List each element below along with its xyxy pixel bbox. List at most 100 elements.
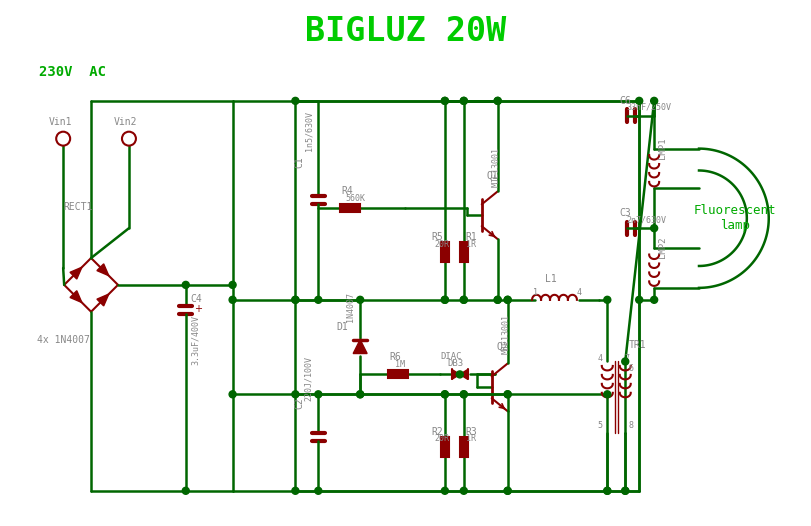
Text: R5: R5 bbox=[431, 232, 442, 242]
Text: C2: C2 bbox=[294, 398, 304, 409]
Circle shape bbox=[441, 391, 448, 398]
Circle shape bbox=[494, 296, 500, 304]
Circle shape bbox=[460, 391, 466, 398]
Circle shape bbox=[504, 296, 510, 304]
Circle shape bbox=[504, 487, 510, 494]
Polygon shape bbox=[97, 264, 109, 276]
Bar bbox=[459, 242, 467, 262]
Bar bbox=[440, 242, 448, 262]
Text: 220J/100V: 220J/100V bbox=[304, 356, 313, 401]
Circle shape bbox=[291, 487, 298, 494]
Circle shape bbox=[356, 391, 363, 398]
Text: 8: 8 bbox=[628, 421, 633, 430]
Circle shape bbox=[650, 97, 657, 104]
Text: MJE13001: MJE13001 bbox=[491, 147, 500, 187]
Text: Q2: Q2 bbox=[496, 341, 508, 351]
Text: 230V  AC: 230V AC bbox=[39, 65, 106, 79]
Circle shape bbox=[441, 97, 448, 104]
Text: 4: 4 bbox=[576, 288, 581, 297]
Circle shape bbox=[494, 97, 500, 104]
Circle shape bbox=[603, 296, 610, 304]
Circle shape bbox=[441, 296, 448, 304]
Text: Fluorescent
lamp: Fluorescent lamp bbox=[693, 204, 775, 232]
Circle shape bbox=[441, 296, 448, 304]
Text: BIGLUZ 20W: BIGLUZ 20W bbox=[305, 15, 506, 48]
Text: C4: C4 bbox=[191, 294, 202, 304]
Circle shape bbox=[494, 97, 500, 104]
Text: C1: C1 bbox=[294, 156, 304, 167]
Text: RECT1: RECT1 bbox=[63, 203, 92, 213]
Text: 1M: 1M bbox=[394, 360, 405, 369]
Text: 20R: 20R bbox=[435, 434, 449, 443]
Text: 4x 1N4007: 4x 1N4007 bbox=[37, 335, 90, 345]
Text: 1R: 1R bbox=[466, 240, 475, 249]
Text: 7: 7 bbox=[624, 355, 629, 363]
Circle shape bbox=[291, 296, 298, 304]
Bar bbox=[440, 437, 448, 457]
Text: LMP2: LMP2 bbox=[658, 237, 667, 258]
Bar bbox=[459, 437, 467, 457]
Text: 5: 5 bbox=[597, 421, 602, 430]
Circle shape bbox=[460, 391, 466, 398]
Circle shape bbox=[621, 487, 628, 494]
Circle shape bbox=[315, 487, 321, 494]
Polygon shape bbox=[451, 369, 459, 379]
Text: R3: R3 bbox=[466, 427, 477, 437]
Circle shape bbox=[504, 296, 510, 304]
Circle shape bbox=[504, 391, 510, 398]
Circle shape bbox=[356, 296, 363, 304]
Circle shape bbox=[441, 391, 448, 398]
Polygon shape bbox=[353, 340, 367, 353]
Circle shape bbox=[494, 296, 500, 304]
Text: R6: R6 bbox=[388, 352, 401, 362]
Circle shape bbox=[650, 225, 657, 231]
Circle shape bbox=[182, 487, 189, 494]
Text: DIAC: DIAC bbox=[440, 352, 461, 361]
Circle shape bbox=[291, 391, 298, 398]
Circle shape bbox=[291, 296, 298, 304]
Text: 1R: 1R bbox=[466, 434, 475, 443]
Text: R4: R4 bbox=[341, 186, 353, 196]
Polygon shape bbox=[459, 369, 467, 379]
Circle shape bbox=[229, 281, 236, 288]
Circle shape bbox=[441, 487, 448, 494]
Text: TR1: TR1 bbox=[629, 340, 646, 350]
Circle shape bbox=[460, 487, 466, 494]
Circle shape bbox=[650, 296, 657, 304]
Text: D1: D1 bbox=[336, 321, 348, 332]
Circle shape bbox=[635, 296, 642, 304]
Circle shape bbox=[460, 296, 466, 304]
Text: 33nF/250V: 33nF/250V bbox=[625, 103, 671, 112]
Text: 20R: 20R bbox=[435, 240, 449, 249]
Circle shape bbox=[315, 391, 321, 398]
Text: +: + bbox=[194, 304, 202, 314]
Text: C6: C6 bbox=[619, 96, 630, 106]
Text: 1N4007: 1N4007 bbox=[345, 292, 354, 322]
Circle shape bbox=[229, 296, 236, 304]
Polygon shape bbox=[70, 291, 82, 302]
Text: 1: 1 bbox=[532, 288, 537, 297]
Text: 560K: 560K bbox=[345, 194, 365, 204]
Polygon shape bbox=[97, 294, 109, 306]
Text: Q1: Q1 bbox=[486, 170, 498, 180]
Circle shape bbox=[315, 296, 321, 304]
Circle shape bbox=[291, 97, 298, 104]
Circle shape bbox=[182, 281, 189, 288]
Circle shape bbox=[504, 391, 510, 398]
Text: R1: R1 bbox=[466, 232, 477, 242]
Text: 1n5/630V: 1n5/630V bbox=[304, 110, 313, 150]
Circle shape bbox=[460, 97, 466, 104]
Circle shape bbox=[460, 296, 466, 304]
Circle shape bbox=[441, 97, 448, 104]
Text: 3.3uF/400V: 3.3uF/400V bbox=[191, 315, 200, 365]
Text: C3: C3 bbox=[619, 208, 630, 218]
Text: LMP1: LMP1 bbox=[658, 137, 667, 158]
Circle shape bbox=[504, 487, 510, 494]
Bar bbox=[388, 370, 407, 378]
Circle shape bbox=[635, 97, 642, 104]
Circle shape bbox=[460, 97, 466, 104]
Circle shape bbox=[603, 487, 610, 494]
Text: MJE13001: MJE13001 bbox=[501, 313, 510, 353]
Circle shape bbox=[356, 391, 363, 398]
Bar bbox=[340, 204, 360, 213]
